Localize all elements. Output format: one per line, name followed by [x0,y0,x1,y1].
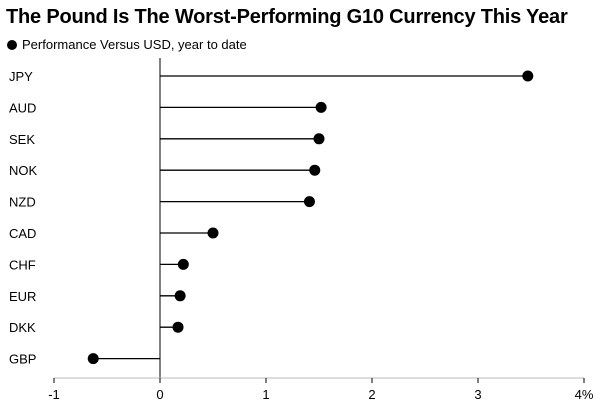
point-dkk [172,321,184,333]
point-cad [207,227,219,239]
point-nok [309,164,321,176]
point-sek [313,133,325,145]
x-tick-label-1: 0 [156,387,163,402]
x-tick-label-0: -1 [48,387,60,402]
category-label-nok: NOK [9,163,38,178]
category-label-eur: EUR [9,289,36,304]
x-tick-label-5: 4% [575,387,594,402]
point-eur [174,290,186,302]
legend: Performance Versus USD, year to date [7,37,247,52]
x-tick-label-3: 2 [368,387,375,402]
chart-title: The Pound Is The Worst-Performing G10 Cu… [6,6,568,28]
x-tick-label-2: 1 [262,387,269,402]
category-label-gbp: GBP [9,352,36,367]
category-label-chf: CHF [9,257,36,272]
point-gbp [87,353,99,365]
category-label-cad: CAD [9,226,36,241]
category-label-sek: SEK [9,132,35,147]
legend-marker [7,39,17,50]
point-aud [315,101,327,113]
category-label-dkk: DKK [9,320,36,335]
category-label-nzd: NZD [9,195,36,210]
legend-label: Performance Versus USD, year to date [22,37,247,52]
point-nzd [303,196,315,208]
x-tick-label-4: 3 [474,387,481,402]
point-jpy [522,70,534,82]
category-label-jpy: JPY [9,69,33,84]
category-label-aud: AUD [9,100,36,115]
point-chf [177,258,189,270]
